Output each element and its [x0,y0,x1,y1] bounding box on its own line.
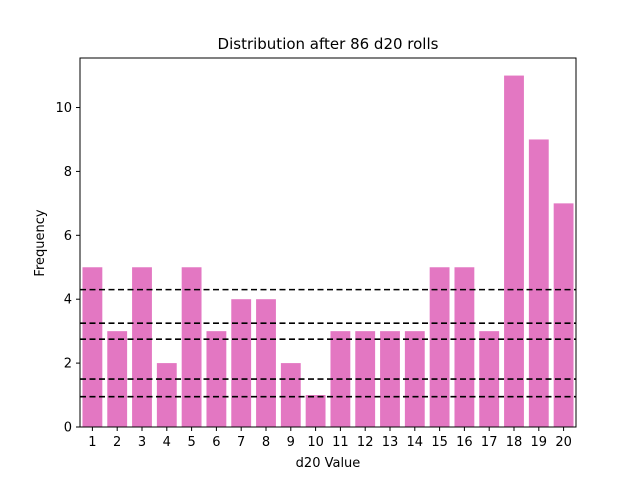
plot-frame [79,57,577,428]
x-tick-label-7: 7 [237,435,245,450]
reference-lines-group [80,288,576,398]
x-tick-label-17: 17 [481,435,498,450]
x-tick-label-3: 3 [138,435,146,450]
y-ticks-group: 0 2 4 6 8 10 [55,101,80,436]
y-tick-label-6: 6 [64,229,72,244]
x-tick-label-10: 10 [307,435,324,450]
x-tick-label-16: 16 [456,435,473,450]
x-tick-label-4: 4 [163,435,171,450]
x-tick-label-9: 9 [287,435,295,450]
y-tick-label-8: 8 [64,165,72,180]
x-tick-label-6: 6 [212,435,220,450]
x-axis-label: d20 Value [296,456,361,471]
bar-9 [280,363,301,427]
x-tick-label-18: 18 [506,435,523,450]
x-tick-label-19: 19 [531,435,548,450]
y-tick-label-10: 10 [55,101,72,116]
bar-19 [528,139,549,427]
x-tick-label-2: 2 [113,435,121,450]
bar-15 [429,267,450,427]
x-tick-label-1: 1 [88,435,96,450]
chart-title: Distribution after 86 d20 rolls [218,35,439,53]
x-tick-label-8: 8 [262,435,270,450]
bar-1 [82,267,103,427]
bar-4 [156,363,177,427]
bar-5 [181,267,202,427]
bar-7 [231,299,252,427]
y-tick-label-0: 0 [64,421,72,436]
bar-16 [454,267,475,427]
bar-18 [504,75,524,428]
y-tick-label-4: 4 [64,293,72,308]
x-tick-label-20: 20 [555,435,572,450]
bar-2 [107,331,128,427]
x-tick-label-14: 14 [407,435,424,450]
bars-group [82,75,574,428]
x-tick-label-15: 15 [431,435,448,450]
y-tick-label-2: 2 [64,357,72,372]
bar-8 [256,299,276,427]
bar-3 [132,267,152,427]
x-tick-label-12: 12 [357,435,374,450]
x-tick-label-13: 13 [382,435,399,450]
x-tick-label-5: 5 [187,435,195,450]
x-tick-label-11: 11 [332,435,349,450]
y-axis-label: Frequency [33,209,48,276]
bar-10 [305,395,326,427]
x-ticks-group: 1 2 3 4 5 6 7 8 9 10 11 12 13 14 15 16 17 18 19 20 [88,427,572,450]
bar-20 [553,203,574,427]
